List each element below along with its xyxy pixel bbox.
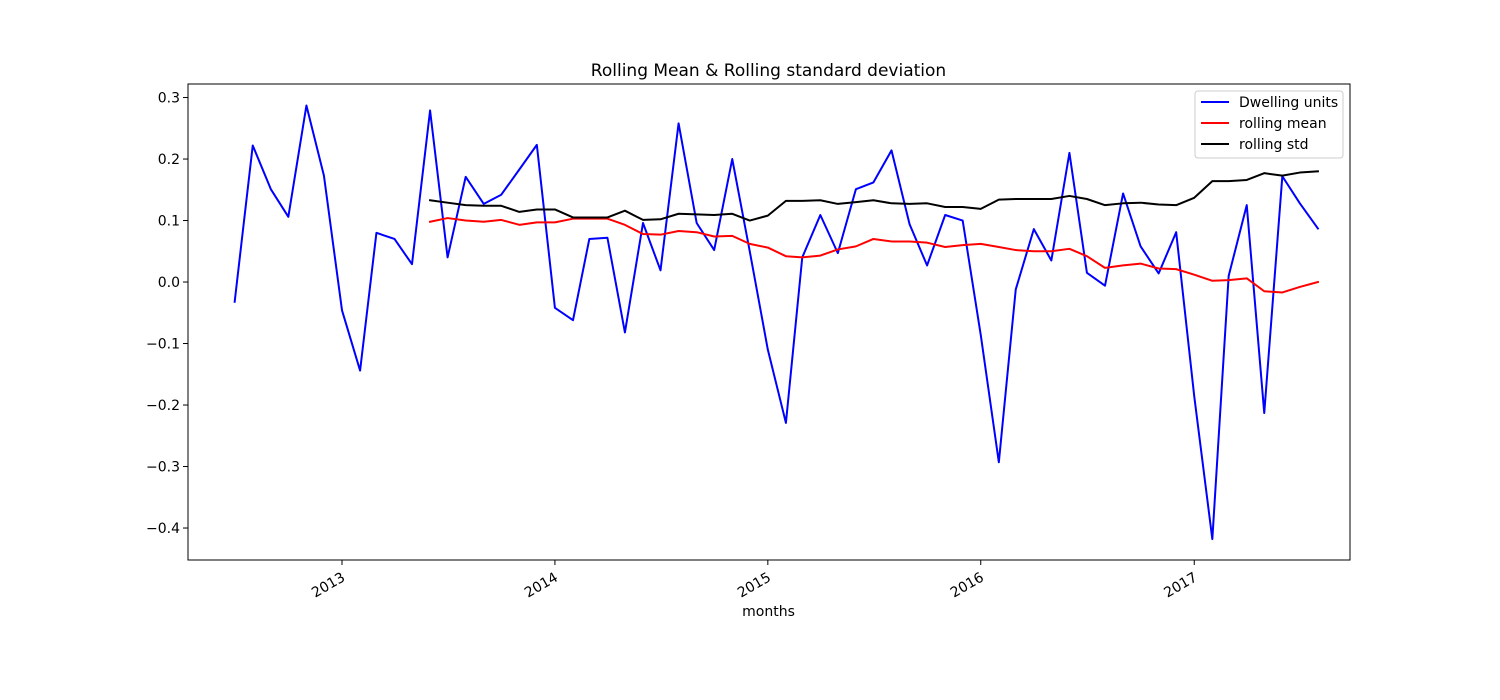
y-tick-label: 0.2: [158, 152, 180, 168]
plot-area-frame: [187, 83, 1351, 561]
series-line-rolling-mean: [428, 217, 1320, 294]
legend-label-dwelling-units: Dwelling units: [1239, 95, 1338, 111]
y-axis: −0.4 −0.3 −0.2 −0.1 0.0 0.1 0.2 0.3: [146, 91, 188, 537]
series-line-dwelling-units: [233, 104, 1320, 541]
y-tick-label: 0.0: [158, 275, 180, 291]
legend-box: [1194, 90, 1344, 159]
chart-title: Rolling Mean & Rolling standard deviatio…: [591, 61, 946, 81]
legend-label-rolling-std: rolling std: [1239, 137, 1309, 153]
series-line-rolling-std: [428, 170, 1319, 222]
y-tick-label: −0.4: [146, 521, 180, 537]
plot-lines: [233, 104, 1320, 541]
y-tick-label: −0.1: [146, 337, 180, 353]
y-tick-label: 0.1: [158, 214, 180, 230]
legend: Dwelling units rolling mean rolling std: [1194, 90, 1344, 159]
legend-label-rolling-mean: rolling mean: [1239, 116, 1327, 132]
x-axis-label: months: [742, 604, 795, 620]
y-tick-label: 0.3: [158, 91, 180, 107]
y-tick-label: −0.2: [146, 398, 180, 414]
y-tick-label: −0.3: [146, 460, 180, 476]
